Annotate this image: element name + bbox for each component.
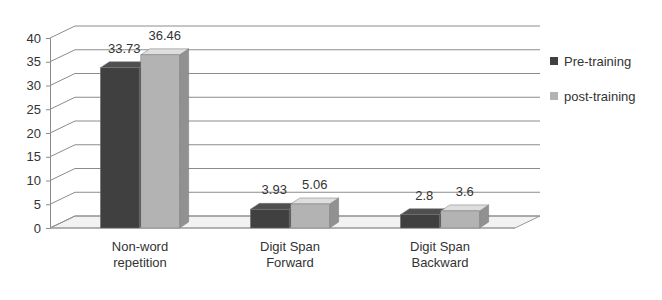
tick-mark <box>46 62 50 63</box>
y-axis: 0 5 10 15 20 25 30 35 40 <box>27 31 51 236</box>
legend-label: Pre-training <box>564 54 631 69</box>
bar-front <box>100 68 139 228</box>
tick-mark <box>46 228 50 229</box>
tick: 30 <box>27 78 50 93</box>
bar <box>291 198 339 228</box>
legend-swatch <box>550 92 558 100</box>
tick-label: 0 <box>34 221 41 236</box>
tick-mark <box>46 38 50 39</box>
tick: Non-wordrepetition <box>112 228 168 270</box>
grid-line <box>50 26 540 38</box>
bar <box>441 205 489 228</box>
data-label: 3.6 <box>456 184 474 199</box>
bar-front <box>400 215 439 228</box>
tick-mark <box>46 86 50 87</box>
tick-mark <box>46 109 50 110</box>
tick-label: Digit SpanForward <box>260 239 320 270</box>
x-axis: Non-wordrepetition Digit SpanForward Digit… <box>50 228 515 270</box>
bar-top <box>141 49 189 55</box>
tick-mark <box>46 181 50 182</box>
tick: 0 <box>34 221 50 236</box>
tick: 5 <box>34 197 50 212</box>
tick-mark <box>46 133 50 134</box>
tick: 35 <box>27 54 50 69</box>
tick: Digit SpanBackward <box>410 228 470 270</box>
grid <box>50 26 540 228</box>
axis-line <box>46 39 51 229</box>
data-label: 33.73 <box>108 41 141 56</box>
tick-mark <box>46 204 50 205</box>
bar <box>141 49 189 228</box>
legend-swatch <box>550 57 558 65</box>
bar-top <box>291 198 339 204</box>
bars <box>100 49 488 228</box>
legend: Pre-training post-training <box>550 54 636 104</box>
bar-side <box>180 49 189 228</box>
bar-front <box>250 209 289 228</box>
bar-top <box>441 205 489 211</box>
bar-front <box>291 204 330 228</box>
tick-label: 35 <box>27 54 41 69</box>
tick-label: 40 <box>27 31 41 46</box>
tick-label: 25 <box>27 102 41 117</box>
tick: 25 <box>27 102 50 117</box>
tick: 15 <box>27 149 50 164</box>
tick-label: 10 <box>27 173 41 188</box>
data-label: 5.06 <box>302 177 327 192</box>
tick: 40 <box>27 31 50 46</box>
legend-label: post-training <box>564 89 636 104</box>
data-label: 2.8 <box>415 188 433 203</box>
bar-front <box>141 55 180 228</box>
tick-label: 30 <box>27 78 41 93</box>
tick-label: 5 <box>34 197 41 212</box>
bar-front <box>441 211 480 228</box>
data-label: 36.46 <box>148 28 181 43</box>
data-label: 3.93 <box>262 182 287 197</box>
tick-label: Digit SpanBackward <box>410 239 470 270</box>
chart: 0 5 10 15 20 25 30 35 40 Non-wordrepetition Digit … <box>0 0 662 300</box>
tick-label: Non-wordrepetition <box>112 239 168 270</box>
tick: 20 <box>27 126 50 141</box>
tick: 10 <box>27 173 50 188</box>
data-labels: 33.73 3.93 2.8 36.46 5.06 3.6 <box>108 28 474 203</box>
tick-label: 20 <box>27 126 41 141</box>
tick-mark <box>46 157 50 158</box>
tick-label: 15 <box>27 149 41 164</box>
tick: Digit SpanForward <box>260 228 320 270</box>
